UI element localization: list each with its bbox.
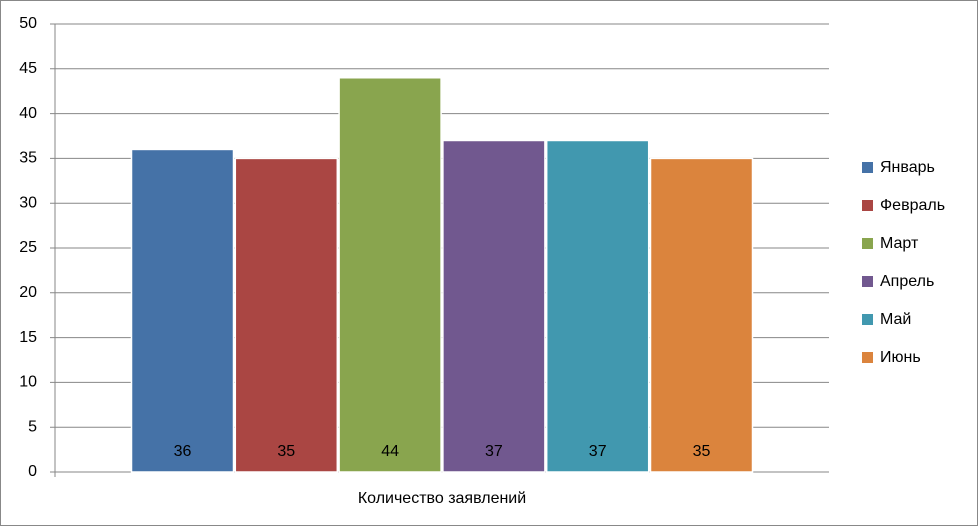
data-label: 36 <box>174 443 192 460</box>
bar <box>130 148 235 473</box>
bar <box>545 139 650 473</box>
y-tick-label: 50 <box>19 15 37 32</box>
y-tick-label: 40 <box>19 105 37 122</box>
bar <box>649 157 754 473</box>
legend-label: Январь <box>880 159 935 176</box>
y-tick-label: 35 <box>19 150 37 167</box>
y-tick-label: 10 <box>19 374 37 391</box>
legend-swatch <box>862 238 873 249</box>
legend-label: Февраль <box>880 197 945 214</box>
bar <box>442 139 546 473</box>
legend-swatch <box>862 162 873 173</box>
y-tick-label: 20 <box>19 284 37 301</box>
bar <box>234 157 339 473</box>
legend-label: Апрель <box>880 273 934 290</box>
y-tick-label: 5 <box>28 418 37 435</box>
legend-label: Март <box>880 235 919 252</box>
y-tick-label: 0 <box>28 463 37 480</box>
data-label: 35 <box>693 443 711 460</box>
legend-label: Май <box>880 311 911 328</box>
data-label: 44 <box>381 443 399 460</box>
x-tick-label: Количество заявлений <box>358 490 526 507</box>
y-tick-label: 45 <box>19 60 37 77</box>
legend-swatch <box>862 314 873 325</box>
data-label: 35 <box>277 443 295 460</box>
legend-swatch <box>862 352 873 363</box>
data-label: 37 <box>589 443 607 460</box>
y-tick-label: 30 <box>19 194 37 211</box>
y-tick-label: 25 <box>19 239 37 256</box>
legend-swatch <box>862 276 873 287</box>
legend-label: Июнь <box>880 349 921 366</box>
data-label: 37 <box>485 443 503 460</box>
legend-swatch <box>862 200 873 211</box>
y-tick-label: 15 <box>19 329 37 346</box>
bar <box>338 77 442 473</box>
